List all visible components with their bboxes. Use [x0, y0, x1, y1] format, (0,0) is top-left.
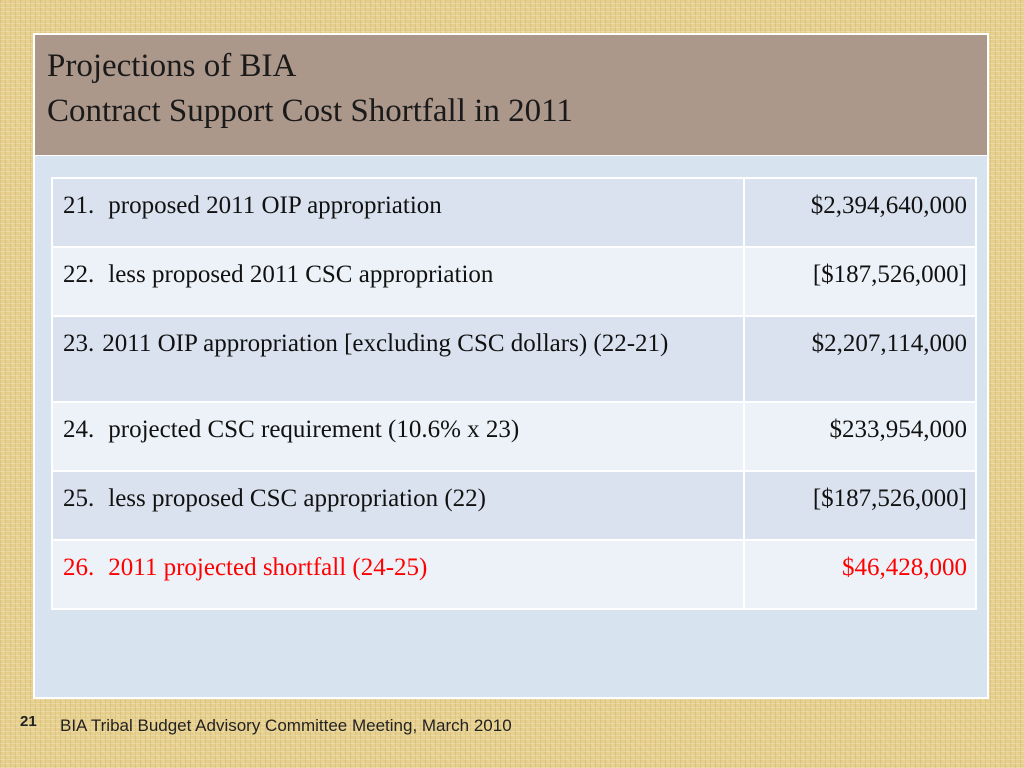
table-row: 25. less proposed CSC appropriation (22)… [51, 470, 977, 541]
row-description-cell: 22. less proposed 2011 CSC appropriation [51, 246, 745, 317]
slide-title-line-2: Contract Support Cost Shortfall in 2011 [47, 93, 573, 129]
row-description: proposed 2011 OIP appropriation [108, 192, 442, 219]
row-description: less proposed CSC appropriation (22) [108, 485, 486, 512]
row-amount: $233,954,000 [743, 401, 977, 472]
title-bar: Projections of BIA Contract Support Cost… [35, 35, 987, 156]
row-number: 26. [63, 554, 95, 581]
row-description-cell: 21. proposed 2011 OIP appropriation [51, 177, 745, 248]
row-number: 25. [63, 485, 95, 512]
table-row: 21. proposed 2011 OIP appropriation $2,3… [51, 177, 977, 248]
row-description: less proposed 2011 CSC appropriation [108, 261, 494, 288]
table-row: 22. less proposed 2011 CSC appropriation… [51, 246, 977, 317]
footer-text: BIA Tribal Budget Advisory Committee Mee… [60, 716, 512, 735]
row-description: 2011 projected shortfall (24-25) [108, 554, 428, 581]
row-description-cell: 23. 2011 OIP appropriation [excluding CS… [51, 315, 745, 403]
row-description: 2011 OIP appropriation [excluding CSC do… [102, 330, 669, 357]
slide-number: 21 [20, 713, 37, 730]
row-number: 24. [63, 416, 95, 443]
row-number: 21. [63, 192, 95, 219]
slide-frame: Projections of BIA Contract Support Cost… [33, 33, 989, 699]
row-amount: [$187,526,000] [743, 246, 977, 317]
row-amount: [$187,526,000] [743, 470, 977, 541]
row-description-cell: 26. 2011 projected shortfall (24-25) [51, 539, 745, 610]
slide-title-line-1: Projections of BIA [47, 48, 297, 84]
row-description-cell: 24. projected CSC requirement (10.6% x 2… [51, 401, 745, 472]
row-amount: $46,428,000 [743, 539, 977, 610]
row-amount: $2,207,114,000 [743, 315, 977, 403]
row-description-cell: 25. less proposed CSC appropriation (22) [51, 470, 745, 541]
row-number: 22. [63, 261, 95, 288]
table-row-highlighted: 26. 2011 projected shortfall (24-25) $46… [51, 539, 977, 610]
row-number: 23. [63, 330, 95, 357]
projection-table: 21. proposed 2011 OIP appropriation $2,3… [51, 177, 977, 610]
table-row: 24. projected CSC requirement (10.6% x 2… [51, 401, 977, 472]
row-amount: $2,394,640,000 [743, 177, 977, 248]
table-row: 23. 2011 OIP appropriation [excluding CS… [51, 315, 977, 403]
row-description: projected CSC requirement (10.6% x 23) [108, 416, 520, 443]
